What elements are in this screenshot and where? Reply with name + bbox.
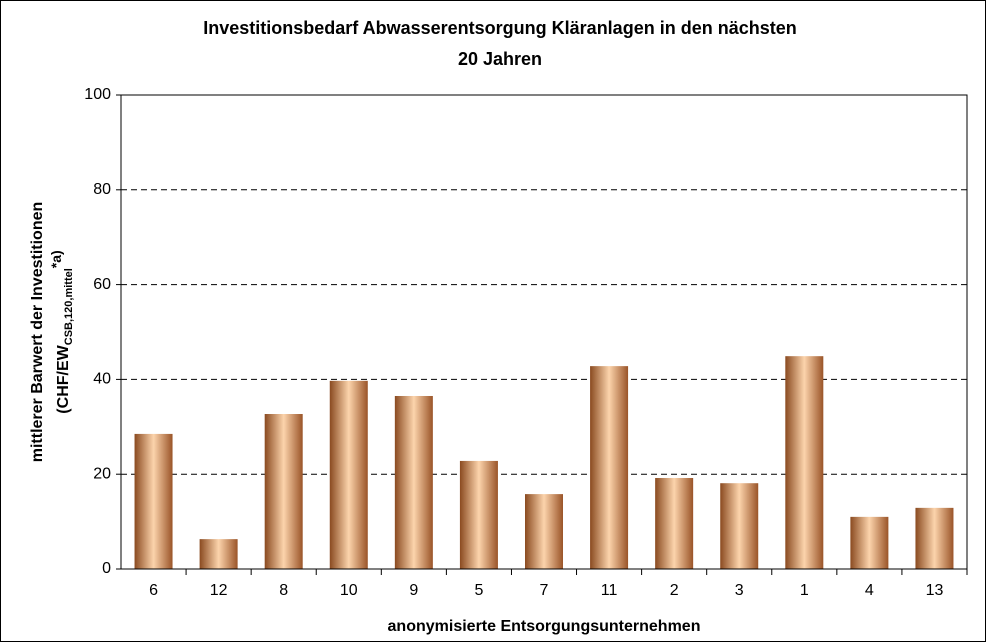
bar <box>720 483 759 569</box>
bar <box>785 356 824 569</box>
x-tick-label: 2 <box>670 582 679 599</box>
bar <box>329 380 368 569</box>
y-label-sub: CSB,120,mittel <box>63 268 75 345</box>
y-tick-label: 0 <box>102 560 111 577</box>
x-tick-label: 7 <box>540 582 549 599</box>
x-tick-label: 6 <box>149 582 158 599</box>
bar <box>199 539 238 569</box>
y-tick-label: 40 <box>93 371 111 388</box>
bar <box>134 433 173 569</box>
chart-title: Investitionsbedarf Abwasserentsorgung Kl… <box>203 18 796 38</box>
bar <box>525 494 563 569</box>
bar <box>915 507 954 569</box>
bar <box>655 477 694 569</box>
y-label-part: (CHF/EW <box>55 344 72 413</box>
bar <box>850 516 889 569</box>
x-tick-label: 12 <box>210 582 228 599</box>
bar <box>394 395 433 569</box>
bar <box>264 414 303 569</box>
chart-title: 20 Jahren <box>458 49 542 69</box>
bar <box>459 460 498 569</box>
bar <box>590 366 629 569</box>
y-label-sup: *a) <box>48 250 64 268</box>
x-tick-label: 1 <box>800 582 809 599</box>
y-axis-label: mittlerer Barwert der Investitionen <box>29 202 46 463</box>
x-tick-label: 4 <box>865 582 874 599</box>
plot-frame <box>120 94 968 570</box>
y-tick-label: 60 <box>93 276 111 293</box>
x-tick-label: 5 <box>474 582 483 599</box>
x-axis-label: anonymisierte Entsorgungsunternehmen <box>388 618 701 635</box>
x-tick-label: 10 <box>340 582 358 599</box>
x-tick-label: 8 <box>279 582 288 599</box>
x-tick-label: 13 <box>926 582 944 599</box>
y-tick-label: 100 <box>84 86 111 103</box>
x-tick-label: 3 <box>735 582 744 599</box>
x-tick-label: 9 <box>409 582 418 599</box>
x-tick-label: 11 <box>601 582 618 599</box>
y-tick-label: 20 <box>93 465 111 482</box>
y-tick-label: 80 <box>93 181 111 198</box>
y-axis-label: (CHF/EWCSB,120,mittel*a) <box>48 250 75 413</box>
